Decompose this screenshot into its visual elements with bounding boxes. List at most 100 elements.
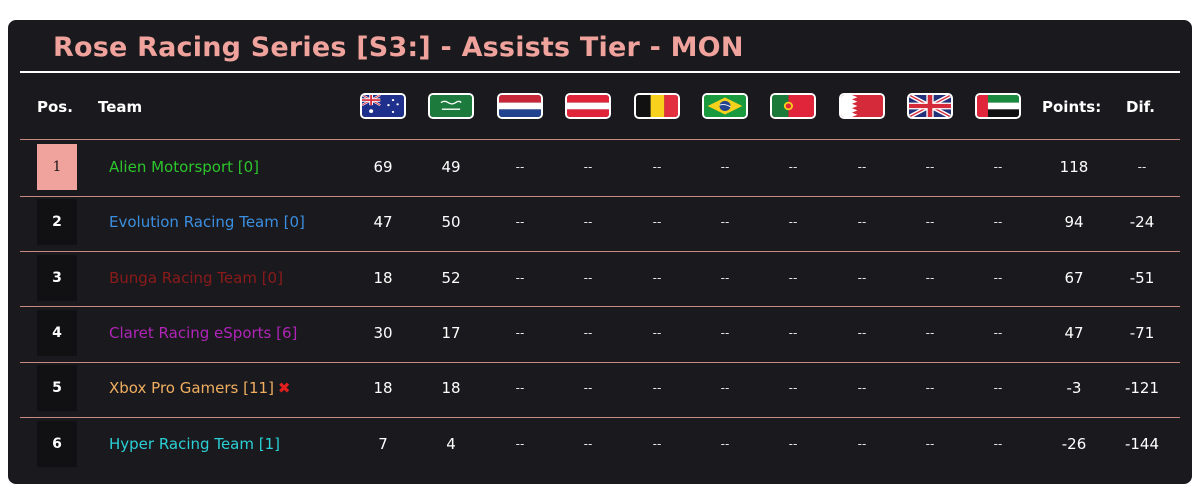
race-result-cell: -- — [788, 381, 798, 396]
race-result-cell: -- — [515, 270, 525, 285]
race-result-cell: -- — [583, 160, 593, 174]
race-result-cell: -- — [788, 270, 798, 285]
race-result-cell: -- — [515, 215, 525, 230]
race-result-cell: -- — [720, 215, 730, 230]
belgium-flag — [634, 93, 680, 119]
race-result-cell: -- — [652, 160, 662, 174]
row-divider — [20, 417, 1180, 418]
race-result-cell: -- — [925, 381, 935, 396]
team-label: Bunga Racing Team [0] — [109, 268, 283, 287]
race-result-cell: 50 — [441, 213, 461, 232]
race-result-cell: -- — [925, 270, 935, 285]
race-result-cell: -- — [788, 160, 798, 174]
race-result-cell: 52 — [441, 268, 461, 287]
race-result-cell: -- — [583, 270, 593, 285]
race-result-cell: -- — [720, 325, 730, 340]
row-divider — [20, 195, 1180, 197]
difference-cell: -- — [1137, 160, 1147, 174]
race-result-cell: -- — [857, 160, 867, 174]
race-result-cell: -- — [857, 325, 867, 340]
race-result-cell: -- — [720, 270, 730, 285]
race-result-cell: -- — [993, 436, 1003, 451]
position-badge: 2 — [37, 199, 77, 246]
team-label: Evolution Racing Team [0] — [109, 213, 305, 232]
race-result-cell: -- — [993, 215, 1003, 230]
race-result-cell: -- — [652, 436, 662, 451]
table-row: 1 Alien Motorsport [0] 69 49 -- -- -- -- -- -- -- -… — [20, 141, 1180, 196]
position-badge: 4 — [37, 309, 77, 356]
row-divider — [20, 306, 1180, 308]
header-pos: Pos. — [37, 98, 73, 116]
race-result-cell: -- — [583, 215, 593, 230]
table-row: 3 Bunga Racing Team [0] 18 52 -- -- -- -- -- -- --… — [20, 252, 1180, 307]
race-result-cell: -- — [993, 160, 1003, 174]
race-result-cell: 4 — [446, 434, 456, 453]
united-kingdom-flag — [907, 93, 953, 119]
race-result-cell: -- — [993, 381, 1003, 396]
race-result-cell: -- — [583, 381, 593, 396]
position-badge: 5 — [37, 365, 77, 412]
race-result-cell: -- — [720, 160, 730, 174]
points-cell: 94 — [1064, 213, 1084, 232]
race-result-cell: -- — [515, 160, 525, 174]
team-name: Xbox Pro Gamers [11] ✖ — [109, 379, 291, 397]
difference-cell: -144 — [1124, 434, 1160, 453]
team-label: Claret Racing eSports [6] — [109, 323, 298, 342]
team-name: Alien Motorsport [0] — [109, 158, 259, 176]
race-result-cell: -- — [857, 215, 867, 230]
race-result-cell: 69 — [373, 158, 393, 176]
points-cell: -26 — [1061, 434, 1087, 453]
points-cell: 47 — [1064, 323, 1084, 342]
race-result-cell: -- — [788, 215, 798, 230]
race-result-cell: -- — [925, 436, 935, 451]
position-badge: 1 — [37, 144, 77, 190]
race-result-cell: -- — [652, 381, 662, 396]
race-result-cell: -- — [925, 160, 935, 174]
race-result-cell: -- — [720, 381, 730, 396]
race-result-cell: -- — [857, 270, 867, 285]
race-result-cell: 17 — [441, 323, 461, 342]
header-divider — [20, 139, 1180, 140]
race-result-cell: -- — [515, 325, 525, 340]
table-row: 4 Claret Racing eSports [6] 30 17 -- -- -- -- --… — [20, 307, 1180, 362]
race-result-cell: -- — [720, 436, 730, 451]
difference-cell: -121 — [1124, 379, 1160, 398]
race-result-cell: -- — [857, 436, 867, 451]
race-result-cell: 18 — [373, 268, 393, 287]
position-badge: 6 — [37, 420, 77, 467]
netherlands-flag — [497, 93, 543, 119]
race-result-cell: 30 — [373, 323, 393, 342]
race-result-cell: -- — [652, 215, 662, 230]
bahrain-flag — [839, 93, 885, 119]
australia-flag — [360, 93, 406, 119]
austria-flag — [565, 93, 611, 119]
race-result-cell: 49 — [441, 158, 461, 176]
race-result-cell: -- — [925, 325, 935, 340]
difference-cell: -51 — [1129, 268, 1155, 287]
race-result-cell: -- — [788, 325, 798, 340]
position-badge: 3 — [37, 254, 77, 301]
row-divider — [20, 361, 1180, 363]
header-dif: Dif. — [1126, 98, 1155, 116]
race-result-cell: -- — [788, 436, 798, 451]
points-cell: 118 — [1059, 158, 1089, 176]
race-result-cell: -- — [993, 325, 1003, 340]
race-result-cell: 7 — [378, 434, 388, 453]
difference-cell: -24 — [1129, 213, 1155, 232]
page-title: Rose Racing Series [S3:] - Assists Tier … — [53, 32, 744, 63]
race-result-cell: 47 — [373, 213, 393, 232]
row-divider — [20, 251, 1180, 253]
difference-cell: -71 — [1129, 323, 1155, 342]
uae-flag — [975, 93, 1021, 119]
race-result-cell: -- — [652, 325, 662, 340]
race-result-cell: -- — [583, 325, 593, 340]
brazil-flag — [702, 93, 748, 119]
portugal-flag — [770, 93, 816, 119]
table-row: 6 Hyper Racing Team [1] 7 4 -- -- -- -- -- -- -- --… — [20, 418, 1180, 473]
race-result-cell: -- — [515, 381, 525, 396]
race-result-cell: -- — [993, 270, 1003, 285]
points-cell: -3 — [1066, 379, 1082, 398]
team-name: Claret Racing eSports [6] — [109, 324, 297, 342]
team-name: Evolution Racing Team [0] — [109, 213, 305, 231]
race-result-cell: -- — [925, 215, 935, 230]
